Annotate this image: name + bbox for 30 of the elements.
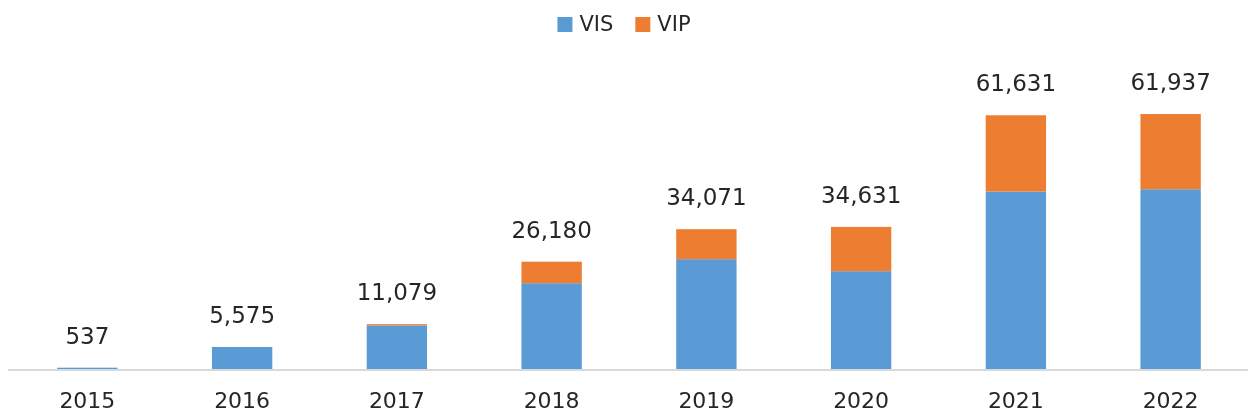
bar	[830, 271, 892, 370]
bar	[676, 229, 737, 260]
annotation: 34,071	[666, 184, 747, 211]
x-tick-label: 2021	[987, 387, 1044, 413]
bar	[1140, 114, 1201, 190]
bar	[521, 283, 582, 370]
bar	[985, 191, 1047, 370]
annotation: 26,180	[511, 216, 592, 243]
bar	[366, 325, 428, 370]
bar	[521, 261, 582, 284]
legend-label: VIP	[657, 12, 691, 36]
legend-label: VIS	[579, 12, 614, 36]
x-tick-label: 2020	[833, 387, 890, 413]
annotation: 537	[65, 322, 110, 349]
x-tick-label: 2019	[678, 387, 735, 413]
x-tick-label: 2017	[368, 387, 425, 413]
x-tick-label: 2015	[59, 387, 116, 413]
bar	[830, 226, 892, 272]
x-tick-label: 2018	[523, 387, 580, 413]
bar	[676, 259, 737, 370]
annotation: 61,937	[1130, 69, 1211, 95]
annotation: 11,079	[356, 279, 438, 306]
bar	[1140, 189, 1201, 370]
x-tick-label: 2016	[214, 387, 271, 413]
annotation: 61,631	[975, 70, 1057, 97]
bar	[211, 346, 273, 370]
annotation: 34,631	[820, 181, 902, 208]
x-tick-label: 2022	[1142, 387, 1199, 413]
bar	[985, 115, 1047, 192]
annotation: 5,575	[209, 301, 276, 328]
